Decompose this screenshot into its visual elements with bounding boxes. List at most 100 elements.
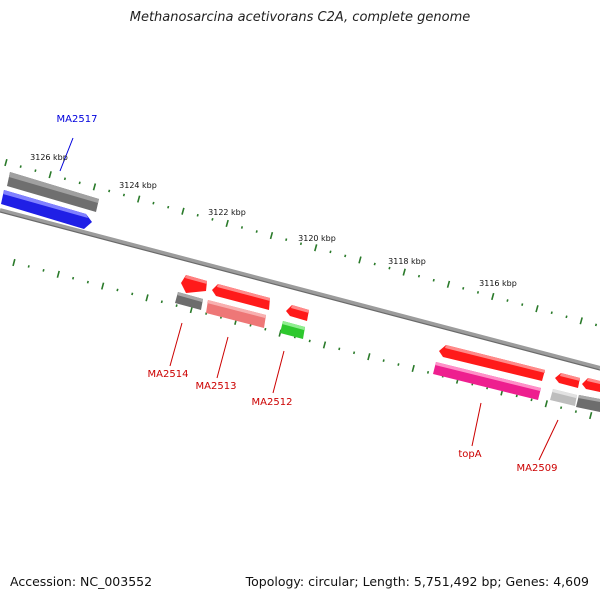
minor-tick	[72, 276, 75, 280]
tick-label-3120: 3120 kbp	[298, 234, 336, 243]
feature-ma2513-red[interactable]	[212, 284, 270, 310]
major-tick	[446, 280, 451, 288]
minor-tick	[42, 268, 45, 272]
minor-tick	[122, 193, 126, 197]
minor-tick	[86, 280, 89, 284]
minor-tick	[388, 266, 391, 270]
minor-tick	[78, 181, 81, 185]
minor-tick	[211, 217, 214, 221]
minor-tick	[338, 347, 341, 351]
minor-tick	[116, 288, 119, 292]
feature-ma2512-green[interactable]	[280, 321, 305, 339]
minor-tick	[167, 205, 170, 209]
gene-label-ma2514[interactable]: MA2514	[148, 369, 189, 380]
accession-text: Accession: NC_003552	[10, 574, 153, 589]
minor-tick	[108, 189, 111, 193]
genome-backbone-shadow	[0, 211, 600, 371]
minor-tick	[506, 299, 509, 302]
tick-label-3124: 3124 kbp	[119, 181, 157, 190]
ma2517-leader	[59, 137, 74, 172]
feature-topa-pink[interactable]	[433, 362, 541, 400]
feature-ma2509-lightgray[interactable]	[550, 389, 577, 406]
gene-label-ma2509[interactable]: MA2509	[517, 463, 558, 474]
major-tick	[544, 400, 548, 408]
gene-label-ma2517[interactable]: MA2517	[57, 114, 98, 125]
feature-ma2514-red[interactable]	[181, 275, 207, 293]
minor-tick	[329, 250, 332, 254]
minor-tick	[462, 286, 465, 290]
minor-tick	[160, 300, 163, 304]
minor-tick	[382, 359, 385, 362]
feature-ma2512-red[interactable]	[286, 305, 309, 321]
genome-backbone	[0, 208, 600, 370]
major-tick	[56, 270, 60, 278]
gene-label-topa[interactable]: topA	[458, 449, 481, 460]
map-title: Methanosarcina acetivorans C2A, complete…	[129, 10, 471, 25]
major-tick	[579, 317, 583, 325]
tick-label-3122: 3122 kbp	[208, 208, 246, 217]
minor-tick	[344, 254, 347, 258]
outer-tick-track	[4, 158, 598, 327]
minor-tick	[565, 315, 568, 319]
major-tick	[225, 219, 229, 228]
minor-tick	[240, 226, 244, 229]
minor-tick	[175, 304, 178, 308]
feature-ma2509-red-b[interactable]	[582, 378, 600, 392]
tick-label-3126: 3126 kbp	[30, 153, 68, 162]
gene-label-ma2512[interactable]: MA2512	[252, 397, 293, 408]
genome-summary-text: Topology: circular; Length: 5,751,492 bp…	[245, 574, 589, 589]
minor-tick	[352, 351, 356, 355]
minor-tick	[426, 371, 430, 374]
gene-label-ma2513[interactable]: MA2513	[196, 381, 237, 392]
major-tick	[411, 364, 415, 373]
minor-tick	[299, 242, 303, 246]
major-tick	[402, 268, 406, 276]
minor-tick	[594, 323, 598, 327]
minor-tick	[417, 274, 421, 278]
minor-tick	[63, 177, 67, 181]
ma2509-leader	[538, 419, 559, 461]
minor-tick	[550, 311, 553, 315]
ma2513-leader	[216, 336, 229, 379]
feature-ma2517-blue[interactable]	[1, 190, 92, 229]
feature-ma2509-gray[interactable]	[576, 395, 600, 412]
major-tick	[4, 158, 8, 167]
feature-ma2513-salmon[interactable]	[206, 300, 266, 328]
major-tick	[322, 341, 327, 349]
minor-tick	[574, 410, 577, 413]
minor-tick	[152, 201, 155, 205]
major-tick	[269, 232, 274, 240]
minor-tick	[308, 339, 311, 343]
feature-ma2509-red-a[interactable]	[555, 373, 580, 388]
feature-topa-red[interactable]	[439, 345, 545, 381]
minor-tick	[285, 238, 288, 242]
minor-tick	[476, 291, 480, 294]
minor-tick	[131, 292, 134, 296]
minor-tick	[264, 327, 267, 331]
minor-tick	[373, 262, 376, 266]
tick-label-3116: 3116 kbp	[479, 279, 517, 288]
topa-leader	[471, 402, 482, 447]
minor-tick	[34, 169, 37, 173]
major-tick	[100, 282, 105, 290]
major-tick	[12, 258, 16, 267]
minor-tick	[515, 394, 518, 398]
tick-label-3118: 3118 kbp	[388, 257, 426, 266]
minor-tick	[19, 165, 22, 168]
feature-ma2514-gray[interactable]	[175, 292, 203, 310]
major-tick	[358, 256, 362, 264]
minor-tick	[255, 230, 258, 233]
feature-ma2517-gray[interactable]	[7, 172, 99, 212]
minor-tick	[397, 363, 400, 366]
major-tick	[92, 183, 97, 191]
major-tick	[589, 411, 593, 420]
major-tick	[314, 244, 318, 252]
ma2514-leader	[169, 322, 183, 367]
ma2512-leader	[272, 350, 285, 394]
major-tick	[181, 207, 185, 215]
major-tick	[145, 294, 149, 302]
minor-tick	[196, 213, 199, 217]
major-tick	[48, 171, 52, 179]
major-tick	[367, 353, 371, 361]
